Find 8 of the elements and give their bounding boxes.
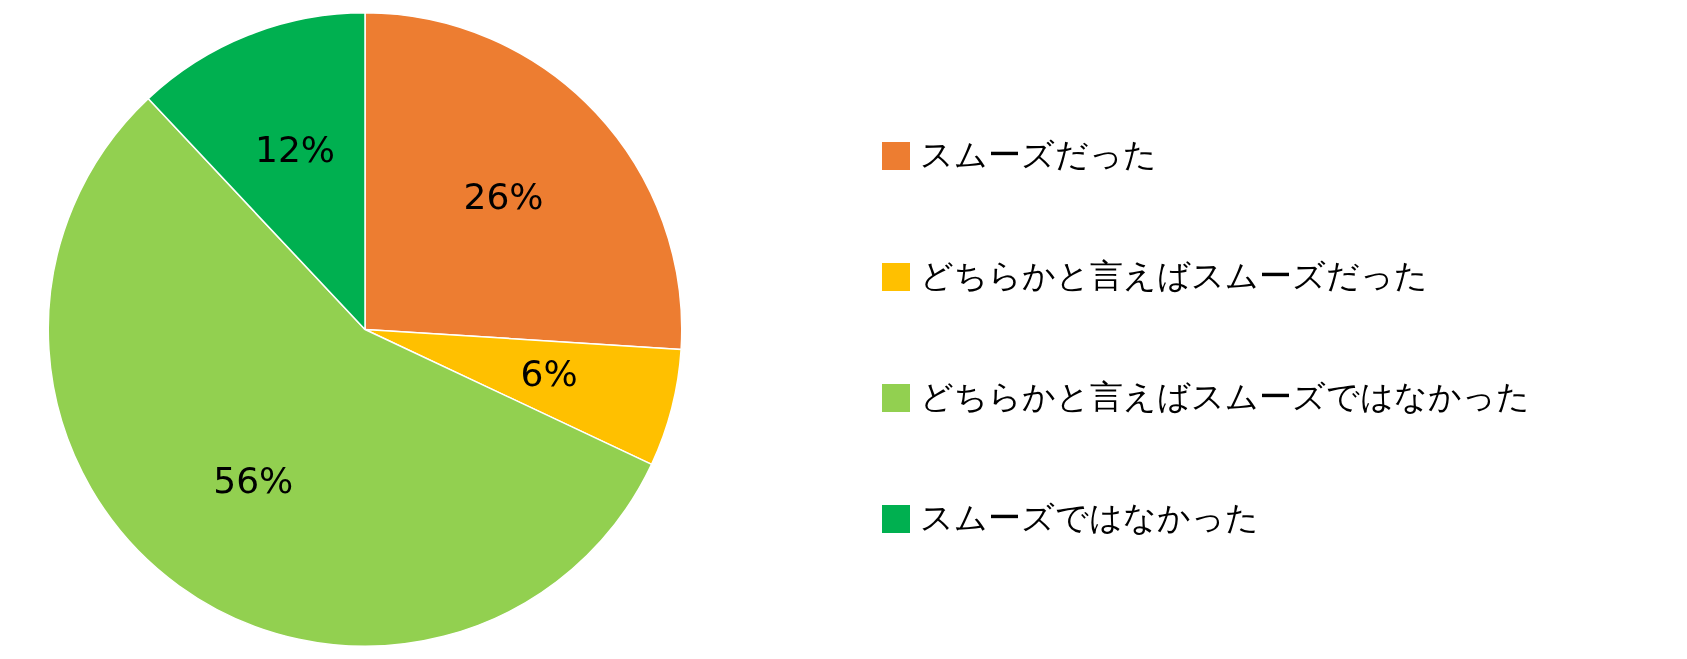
legend-label: スムーズだった: [920, 134, 1157, 176]
legend-label: どちらかと言えばスムーズではなかった: [920, 376, 1530, 418]
legend-label: どちらかと言えばスムーズだった: [920, 255, 1428, 297]
legend-label: スムーズではなかった: [920, 497, 1259, 539]
data-label: 56%: [213, 459, 294, 501]
data-label: 6%: [520, 353, 578, 395]
data-label: 12%: [255, 129, 336, 171]
data-label: 26%: [463, 175, 544, 217]
